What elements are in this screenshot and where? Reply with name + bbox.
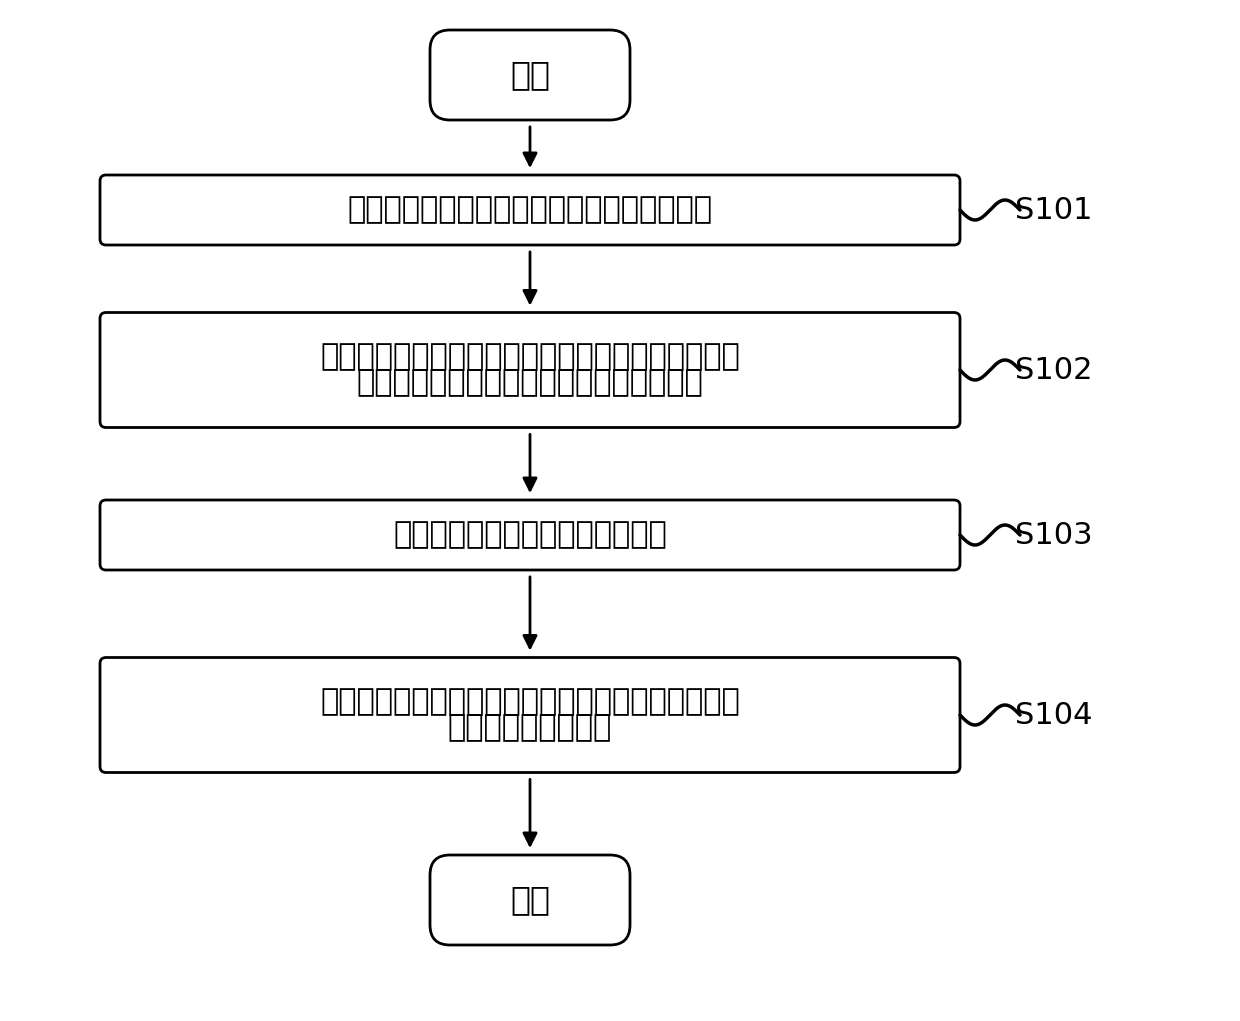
Text: S103: S103 <box>1016 521 1092 549</box>
Text: 根据动力系统的数量和位置关系，基于多个归一化控: 根据动力系统的数量和位置关系，基于多个归一化控 <box>320 687 740 717</box>
Text: 获取多旋翼飞行器的期望控制力矩: 获取多旋翼飞行器的期望控制力矩 <box>393 521 667 549</box>
FancyBboxPatch shape <box>100 500 960 570</box>
FancyBboxPatch shape <box>100 658 960 773</box>
Text: 将每个动力系统对应的系统参数和位置参数均输入预: 将每个动力系统对应的系统参数和位置参数均输入预 <box>320 342 740 372</box>
Text: S102: S102 <box>1016 355 1092 385</box>
Text: 设的动力系统估算模型，得到控制分配矩阵: 设的动力系统估算模型，得到控制分配矩阵 <box>357 369 703 397</box>
Text: 开始: 开始 <box>510 58 551 92</box>
Text: 获取每个动力系统对应的系统参数和位置参数: 获取每个动力系统对应的系统参数和位置参数 <box>347 195 713 225</box>
FancyBboxPatch shape <box>430 855 630 945</box>
FancyBboxPatch shape <box>100 175 960 245</box>
FancyBboxPatch shape <box>100 312 960 428</box>
Text: S101: S101 <box>1016 195 1092 225</box>
Text: S104: S104 <box>1016 700 1092 729</box>
FancyBboxPatch shape <box>430 30 630 120</box>
Text: 结束: 结束 <box>510 883 551 917</box>
Text: 制量，建立分配矩阵: 制量，建立分配矩阵 <box>448 714 613 742</box>
